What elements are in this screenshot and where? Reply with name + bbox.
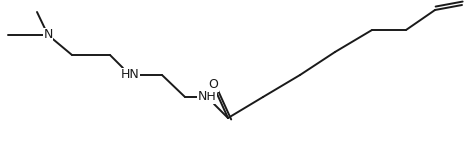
Text: HN: HN (120, 69, 140, 81)
Text: NH: NH (198, 90, 216, 104)
Text: O: O (208, 78, 218, 92)
Text: N: N (43, 29, 53, 41)
